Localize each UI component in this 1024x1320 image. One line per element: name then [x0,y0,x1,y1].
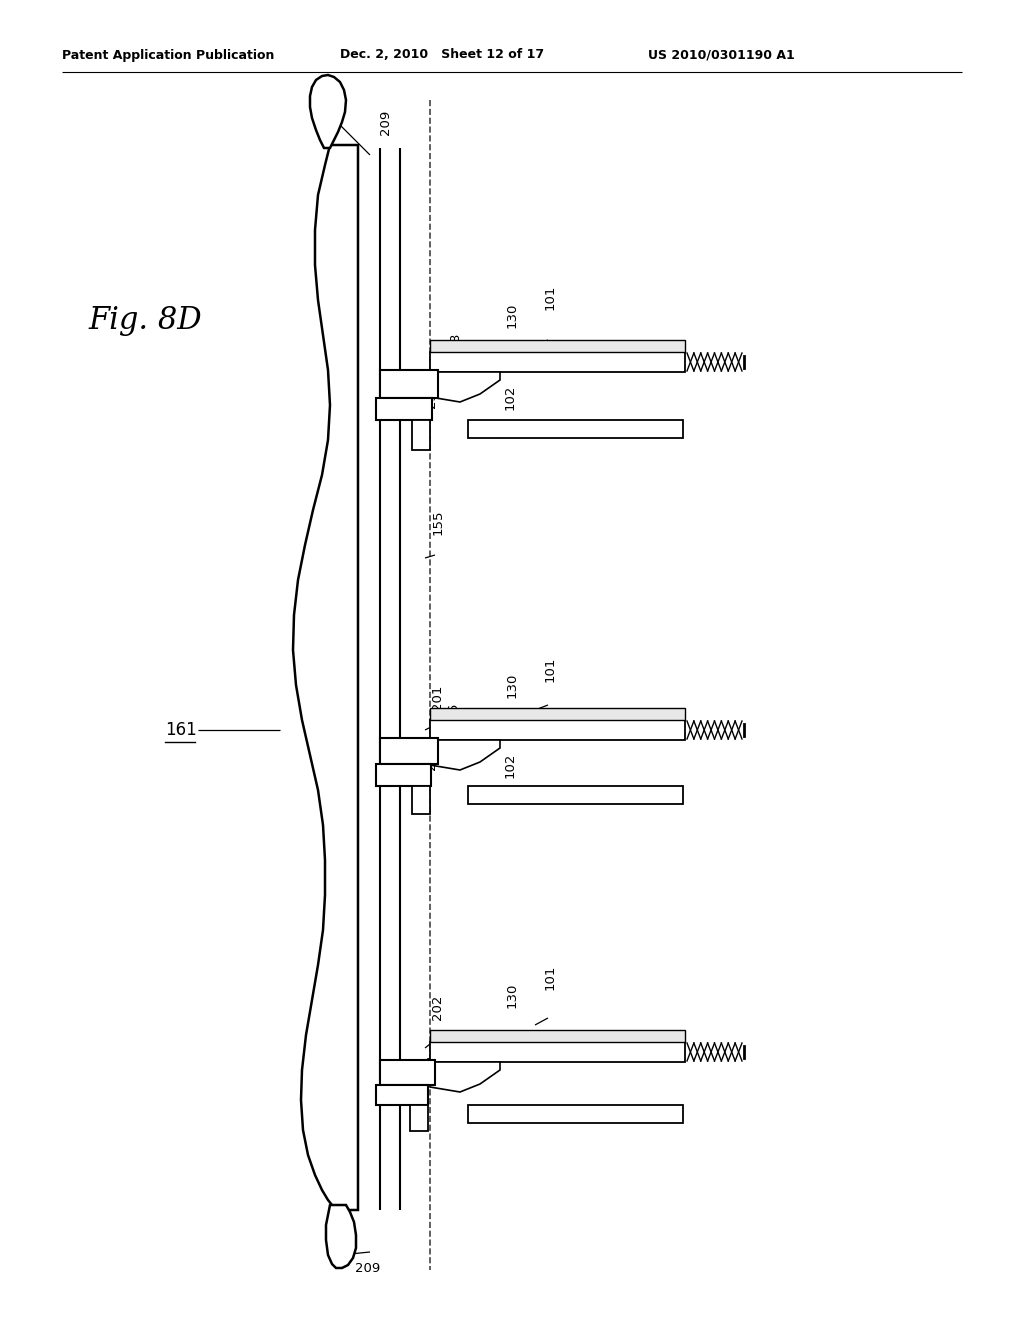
Polygon shape [430,1063,500,1092]
Bar [380,370,438,399]
Bar [468,420,683,438]
Text: Dec. 2, 2010   Sheet 12 of 17: Dec. 2, 2010 Sheet 12 of 17 [340,49,544,62]
Text: 161: 161 [165,721,197,739]
Text: 201: 201 [431,685,444,710]
Text: 101: 101 [544,656,556,682]
Bar [468,785,683,804]
Bar [376,399,432,420]
Text: Fig. 8D: Fig. 8D [88,305,202,335]
Polygon shape [310,75,346,148]
Bar [430,719,685,741]
Polygon shape [430,741,500,770]
Text: 252: 252 [426,1055,438,1080]
Bar [430,352,685,372]
Text: 102: 102 [504,384,516,411]
Bar [412,785,430,814]
Text: 101: 101 [544,965,556,990]
Text: 209: 209 [379,110,391,135]
Text: 206: 206 [446,702,460,729]
Bar [430,1030,685,1041]
Bar [376,1085,428,1105]
Text: 208: 208 [449,333,462,358]
Text: US 2010/0301190 A1: US 2010/0301190 A1 [648,49,795,62]
Bar [430,341,685,352]
Bar [380,738,438,764]
Text: 202: 202 [431,995,444,1020]
Bar [380,1060,435,1085]
Text: 130: 130 [506,673,518,698]
Text: 207: 207 [433,343,446,368]
Text: 155: 155 [431,510,444,535]
Text: 209: 209 [355,1262,380,1275]
Text: 130: 130 [506,302,518,327]
Polygon shape [293,145,358,1210]
Polygon shape [430,372,500,403]
Text: 252: 252 [426,744,438,770]
Text: Patent Application Publication: Patent Application Publication [62,49,274,62]
Text: 130: 130 [506,982,518,1008]
Bar [410,1105,428,1131]
Bar [468,1105,683,1123]
Text: 252: 252 [426,383,438,408]
Bar [430,708,685,719]
Bar [430,1041,685,1063]
Polygon shape [326,1205,356,1269]
Bar [412,420,430,450]
Text: 101: 101 [544,285,556,310]
Bar [376,764,431,785]
Text: 102: 102 [504,752,516,777]
